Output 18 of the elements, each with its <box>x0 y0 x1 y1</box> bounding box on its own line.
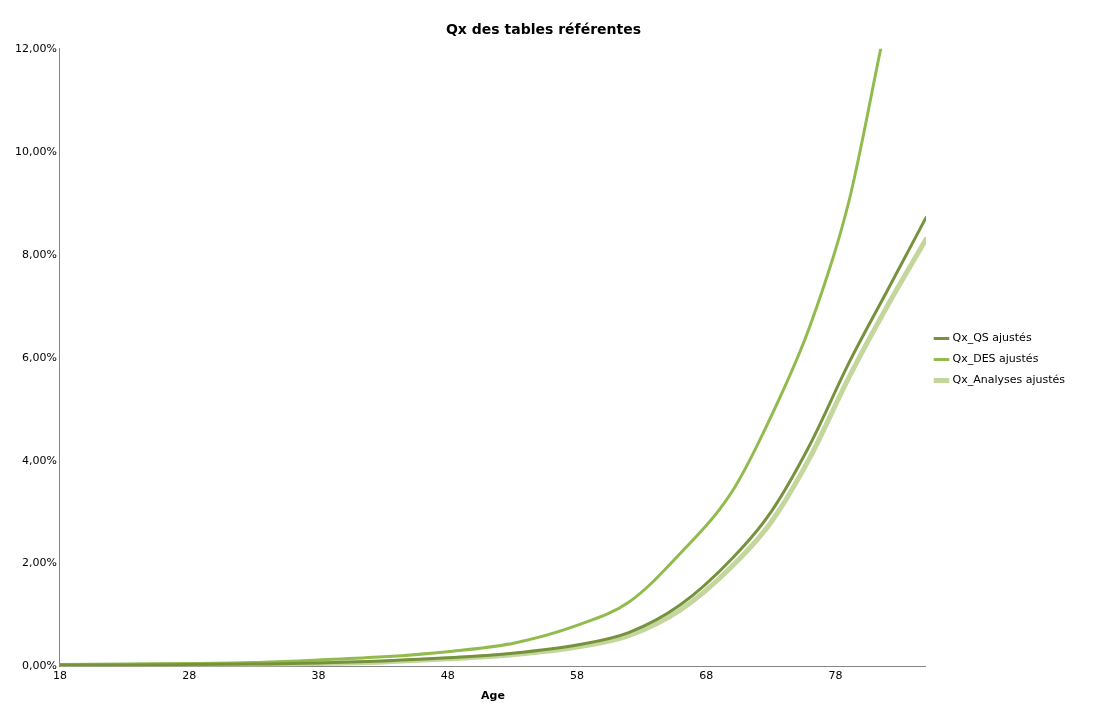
y-tick-label: 12,00% <box>14 41 57 55</box>
chart-title: Qx des tables référentes <box>445 21 642 38</box>
x-tick-label: 48 <box>440 669 455 683</box>
x-tick-label: 38 <box>311 669 326 683</box>
legend-label: Qx_QS ajustés <box>952 331 1032 345</box>
x-axis-title: Age <box>481 689 505 703</box>
x-tick-label: 78 <box>828 669 843 683</box>
y-tick-label: 10,00% <box>14 144 57 158</box>
x-tick-label: 28 <box>182 669 197 683</box>
y-tick-label: 6,00% <box>21 350 57 364</box>
legend-label: Qx_Analyses ajustés <box>952 373 1066 387</box>
y-tick-label: 2,00% <box>21 556 57 570</box>
x-tick-label: 68 <box>699 669 714 683</box>
x-tick-label: 18 <box>52 669 67 683</box>
x-tick-label: 58 <box>569 669 584 683</box>
y-tick-label: 4,00% <box>21 453 57 467</box>
legend-label: Qx_DES ajustés <box>952 352 1039 366</box>
y-tick-label: 8,00% <box>21 247 57 261</box>
